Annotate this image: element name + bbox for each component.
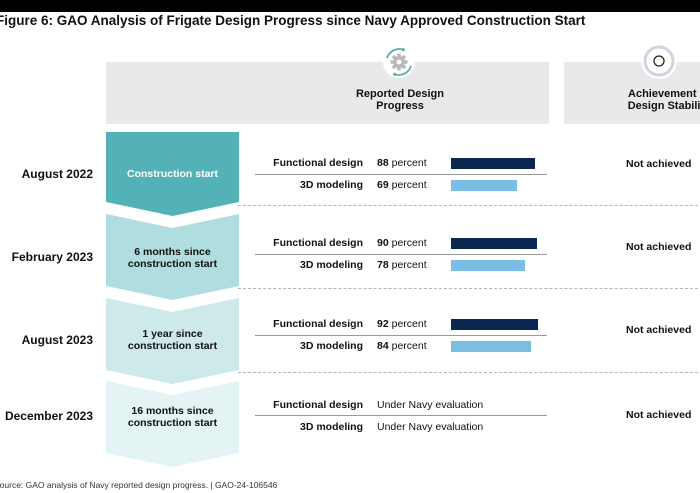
functional-design-bar bbox=[451, 319, 538, 330]
stage-chevron: 16 months since construction start bbox=[106, 381, 239, 467]
3d-modeling-label: 3D modeling bbox=[299, 340, 363, 352]
stage-chevron: 6 months since construction start bbox=[106, 214, 239, 300]
gear-cycle-icon bbox=[382, 45, 416, 79]
stage-label: Construction start bbox=[106, 168, 239, 180]
3d-modeling-bar bbox=[451, 260, 525, 271]
row-separator bbox=[255, 174, 547, 175]
date-label: August 2023 bbox=[21, 333, 93, 347]
functional-design-value: 92 percent bbox=[377, 318, 427, 330]
3d-modeling-value: 78 percent bbox=[377, 259, 427, 271]
functional-design-bar bbox=[451, 238, 537, 249]
3d-modeling-bar bbox=[451, 341, 531, 352]
stability-status: Not achieved bbox=[626, 409, 692, 421]
stage-label-line2: construction start bbox=[127, 258, 218, 270]
stability-header-line2: Design Stability bbox=[627, 100, 700, 112]
date-label: February 2023 bbox=[11, 250, 93, 264]
stage-label-line1: 1 year since bbox=[142, 328, 203, 340]
dashed-divider bbox=[238, 205, 700, 206]
3d-modeling-value: 69 percent bbox=[377, 179, 427, 191]
dashed-divider bbox=[238, 372, 700, 373]
functional-design-value: 90 percent bbox=[377, 237, 427, 249]
stability-header-label: Achievement of Design Stability bbox=[614, 88, 700, 112]
stage-label-line1: 6 months since bbox=[134, 246, 211, 258]
functional-design-label: Functional design bbox=[273, 237, 363, 249]
stability-header-line1: Achievement of bbox=[628, 88, 700, 100]
row-separator bbox=[255, 335, 547, 336]
row-separator bbox=[255, 254, 547, 255]
progress-header-panel bbox=[106, 62, 549, 124]
progress-header-line2: Progress bbox=[376, 100, 424, 112]
functional-design-label: Functional design bbox=[273, 318, 363, 330]
3d-modeling-label: 3D modeling bbox=[299, 259, 363, 271]
functional-design-bar bbox=[451, 158, 535, 169]
stage-label-line1: Construction start bbox=[126, 168, 218, 180]
progress-header-line1: Reported Design bbox=[355, 88, 444, 100]
target-circle-icon bbox=[640, 42, 678, 80]
stage-label: 6 months since construction start bbox=[106, 246, 239, 270]
progress-header-label: Reported Design Progress bbox=[345, 88, 455, 112]
dashed-divider bbox=[238, 288, 700, 289]
stage-chevron: Construction start bbox=[106, 132, 239, 216]
stability-status: Not achieved bbox=[626, 241, 692, 253]
date-label: December 2023 bbox=[4, 409, 93, 423]
functional-design-label: Functional design bbox=[273, 157, 363, 169]
functional-design-label: Functional design bbox=[273, 399, 363, 411]
stage-label: 1 year since construction start bbox=[106, 328, 239, 352]
source-note: Source: GAO analysis of Navy reported de… bbox=[0, 480, 278, 490]
functional-design-value: 88 percent bbox=[377, 157, 427, 169]
stability-header-panel bbox=[564, 62, 700, 124]
date-label: August 2022 bbox=[21, 167, 93, 181]
stability-status: Not achieved bbox=[626, 158, 692, 170]
row-separator bbox=[255, 415, 547, 416]
figure-title: Figure 6: GAO Analysis of Frigate Design… bbox=[0, 13, 586, 28]
stability-status: Not achieved bbox=[626, 324, 692, 336]
stage-label-line1: 16 months since bbox=[131, 405, 214, 417]
stage-label-line2: construction start bbox=[127, 340, 218, 352]
functional-design-value: Under Navy evaluation bbox=[377, 399, 484, 411]
3d-modeling-bar bbox=[451, 180, 517, 191]
3d-modeling-label: 3D modeling bbox=[299, 421, 363, 433]
3d-modeling-value: Under Navy evaluation bbox=[377, 421, 484, 433]
3d-modeling-label: 3D modeling bbox=[299, 179, 363, 191]
stage-chevron: 1 year since construction start bbox=[106, 298, 239, 384]
stage-label-line2: construction start bbox=[127, 417, 218, 429]
top-black-bar bbox=[0, 0, 700, 12]
stage-label: 16 months since construction start bbox=[106, 405, 239, 429]
3d-modeling-value: 84 percent bbox=[377, 340, 427, 352]
